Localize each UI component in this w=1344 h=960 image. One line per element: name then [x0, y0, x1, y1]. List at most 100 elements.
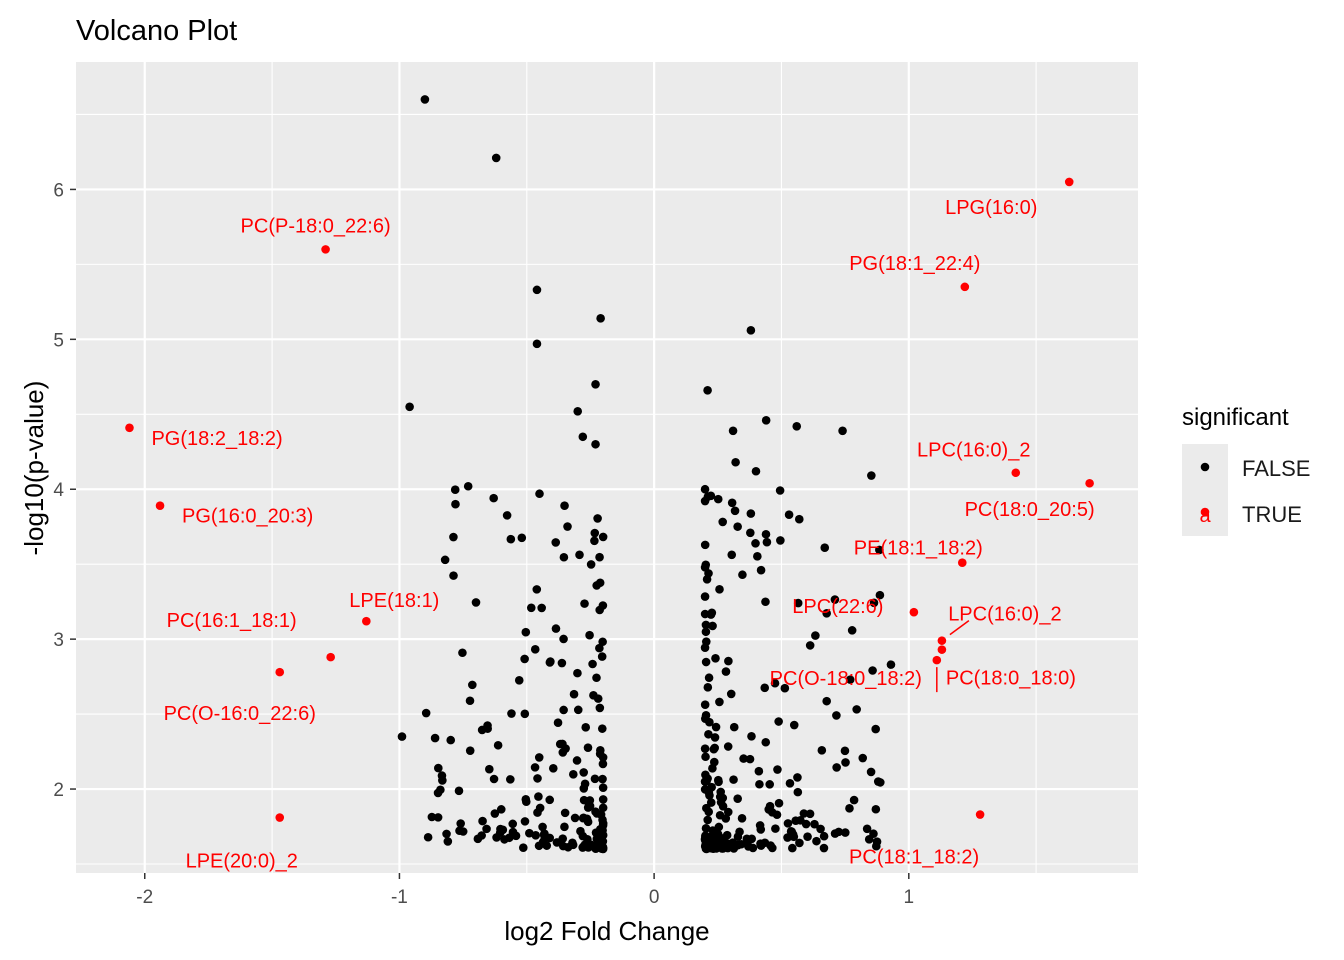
nonsignificant-point	[560, 808, 570, 818]
nonsignificant-point	[789, 832, 799, 842]
legend-label-true: TRUE	[1242, 502, 1302, 527]
nonsignificant-point	[553, 718, 563, 728]
nonsignificant-point	[595, 552, 604, 562]
nonsignificant-point	[449, 532, 458, 542]
nonsignificant-point	[700, 563, 710, 572]
nonsignificant-point	[595, 605, 604, 615]
nonsignificant-point	[591, 439, 600, 449]
nonsignificant-point	[579, 795, 589, 805]
nonsignificant-point	[589, 691, 598, 700]
nonsignificant-point	[538, 822, 547, 832]
nonsignificant-point	[520, 709, 530, 719]
nonsignificant-point	[845, 675, 855, 684]
nonsignificant-point	[715, 585, 724, 594]
nonsignificant-point	[793, 773, 802, 782]
nonsignificant-point	[703, 815, 713, 825]
x-tick-label: 1	[904, 887, 915, 908]
nonsignificant-point	[805, 809, 815, 819]
x-axis: -2 -1 0 1	[136, 873, 914, 908]
nonsignificant-point	[723, 807, 733, 817]
x-tick-label: -2	[136, 887, 153, 908]
significant-point	[155, 501, 165, 511]
nonsignificant-point	[816, 824, 825, 834]
nonsignificant-point	[875, 590, 885, 600]
nonsignificant-point	[558, 834, 568, 843]
nonsignificant-point	[397, 732, 407, 741]
nonsignificant-point	[726, 841, 736, 850]
nonsignificant-point	[866, 767, 876, 777]
nonsignificant-point	[762, 537, 772, 547]
nonsignificant-point	[803, 832, 812, 841]
nonsignificant-point	[743, 838, 752, 848]
nonsignificant-point	[434, 763, 443, 773]
nonsignificant-point	[576, 826, 585, 836]
nonsignificant-point	[730, 506, 740, 516]
nonsignificant-point	[700, 484, 710, 494]
nonsignificant-point	[701, 657, 711, 667]
nonsignificant-point	[598, 774, 607, 784]
nonsignificant-point	[745, 754, 755, 764]
nonsignificant-point	[568, 770, 578, 779]
nonsignificant-point	[514, 676, 524, 685]
leader-line	[949, 620, 970, 636]
nonsignificant-point	[593, 514, 602, 523]
nonsignificant-point	[703, 385, 712, 395]
nonsignificant-point	[534, 792, 543, 801]
plot-panel	[76, 62, 1138, 873]
nonsignificant-point	[506, 534, 516, 544]
nonsignificant-point	[700, 643, 710, 652]
nonsignificant-point	[847, 626, 857, 635]
legend-key-true-letter: a	[1199, 505, 1211, 527]
nonsignificant-point	[701, 627, 711, 637]
nonsignificant-point	[701, 770, 710, 780]
nonsignificant-point	[485, 764, 494, 774]
significant-point-label: PG(18:2_18:2)	[151, 428, 282, 450]
nonsignificant-point	[711, 653, 720, 663]
nonsignificant-point	[737, 813, 747, 823]
nonsignificant-point	[858, 753, 868, 763]
nonsignificant-point	[443, 837, 453, 846]
nonsignificant-point	[792, 421, 802, 431]
nonsignificant-point	[468, 680, 477, 690]
nonsignificant-point	[560, 501, 569, 511]
significant-point-label: PC(O-16:0_22:6)	[164, 703, 316, 725]
significant-point-label: LPE(20:0)_2	[186, 851, 298, 873]
significant-point	[326, 652, 335, 662]
nonsignificant-point	[761, 597, 770, 607]
nonsignificant-point	[701, 752, 710, 762]
nonsignificant-point	[580, 779, 590, 789]
nonsignificant-point	[799, 809, 809, 818]
minor-gridlines	[16, 62, 1138, 873]
nonsignificant-point	[707, 608, 717, 618]
nonsignificant-point	[545, 795, 555, 805]
significant-points	[125, 177, 1094, 822]
significant-point-label: PC(18:0_18:0)	[946, 668, 1076, 690]
nonsignificant-point	[483, 721, 492, 730]
nonsignificant-point	[440, 555, 450, 565]
nonsignificant-point	[728, 426, 738, 436]
y-tick-label: 5	[53, 330, 64, 351]
nonsignificant-point	[783, 819, 793, 828]
nonsignificant-point	[700, 540, 710, 550]
nonsignificant-point	[542, 841, 552, 850]
significant-point	[975, 810, 985, 819]
nonsignificant-point	[729, 722, 739, 732]
nonsignificant-point	[450, 485, 460, 495]
nonsignificant-point	[710, 743, 719, 753]
nonsignificant-point	[489, 774, 499, 784]
nonsignificant-point	[785, 779, 795, 788]
nonsignificant-point	[761, 415, 771, 425]
nonsignificant-point	[560, 822, 569, 832]
nonsignificant-point	[761, 737, 771, 747]
nonsignificant-point	[726, 689, 736, 699]
significant-point	[1011, 468, 1021, 478]
nonsignificant-point	[458, 827, 468, 836]
nonsignificant-point	[588, 659, 597, 669]
nonsignificant-point	[490, 809, 500, 818]
nonsignificant-point	[746, 326, 756, 335]
nonsignificant-point	[701, 823, 711, 833]
nonsignificant-point	[795, 838, 804, 848]
nonsignificant-point	[733, 832, 743, 841]
nonsignificant-point	[518, 843, 528, 853]
nonsignificant-point	[789, 720, 799, 730]
